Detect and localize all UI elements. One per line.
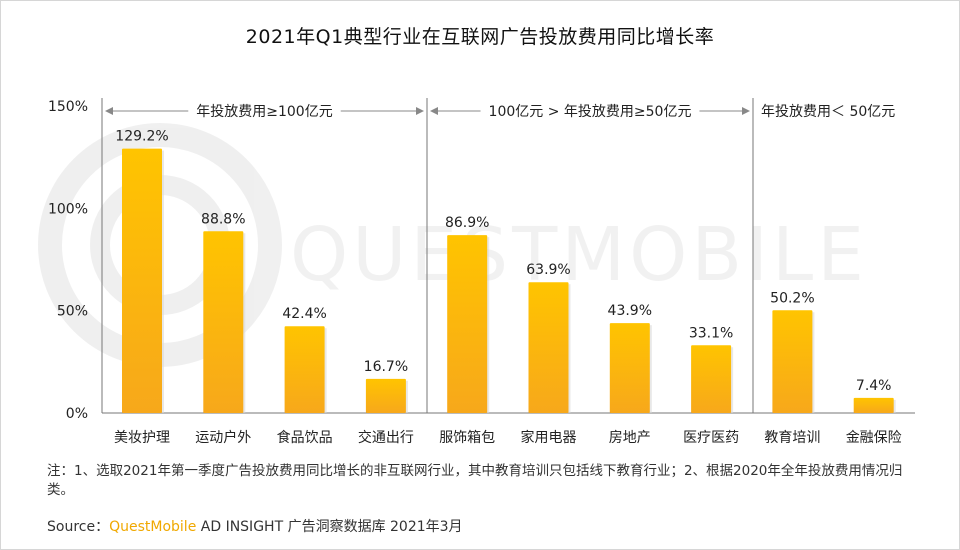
bar-value-label: 16.7% [364,359,408,375]
bar [853,397,894,413]
bar-value-label: 88.8% [201,211,245,227]
group-label: 年投放费用≥100亿元 [196,104,332,120]
group-label: 100亿元 > 年投放费用≥50亿元 [489,104,692,120]
bar-value-label: 86.9% [445,215,489,231]
bar [447,235,488,413]
bar [772,310,813,413]
footnote: 注：1、选取2021年第一季度广告投放费用同比增长的非互联网行业，其中教育培训只… [47,463,903,498]
x-category-label: 房地产 [609,430,651,446]
source-line: Source：QuestMobile AD INSIGHT 广告洞察数据库 20… [47,516,463,536]
bar [609,323,650,413]
x-category-label: 交通出行 [358,429,414,446]
bar-value-label: 33.1% [689,325,733,341]
chart-title: 2021年Q1典型行业在互联网广告投放费用同比增长率 [245,26,715,48]
bar-value-label: 43.9% [608,303,652,319]
bar [203,231,244,413]
y-tick-label: 150% [48,99,88,115]
bar-value-label: 42.4% [282,306,326,322]
source-prefix: Source： [47,519,110,535]
bar-value-label: 7.4% [856,378,892,394]
bar-chart: 0% 50% 100% 150% 年投放费用≥100亿元 100亿元 > 年投放费用≥50… [48,98,915,446]
x-category-label: 运动户外 [195,429,251,446]
bar-value-label: 63.9% [526,262,570,278]
bar-value-label: 50.2% [770,290,814,306]
x-category-label: 教育培训 [764,430,820,446]
bar [365,378,406,413]
bar-value-label: 129.2% [115,129,168,145]
x-category-label: 食品饮品 [277,429,333,446]
x-category-label: 美妆护理 [114,430,170,446]
bar [691,345,732,413]
y-tick-label: 0% [66,406,88,422]
x-category-label: 服饰箱包 [439,430,495,446]
bar [122,148,162,413]
y-tick-label: 100% [48,201,88,217]
bar [528,282,569,413]
x-category-label: 家用电器 [521,429,577,446]
bar [284,326,325,413]
y-tick-label: 50% [57,304,88,320]
x-category-label: 金融保险 [846,430,902,446]
x-category-label: 医疗医药 [683,430,739,446]
source-rest: AD INSIGHT 广告洞察数据库 2021年3月 [196,519,463,535]
source-brand: QuestMobile [109,519,197,535]
group-label: 年投放费用＜ 50亿元 [761,104,895,120]
